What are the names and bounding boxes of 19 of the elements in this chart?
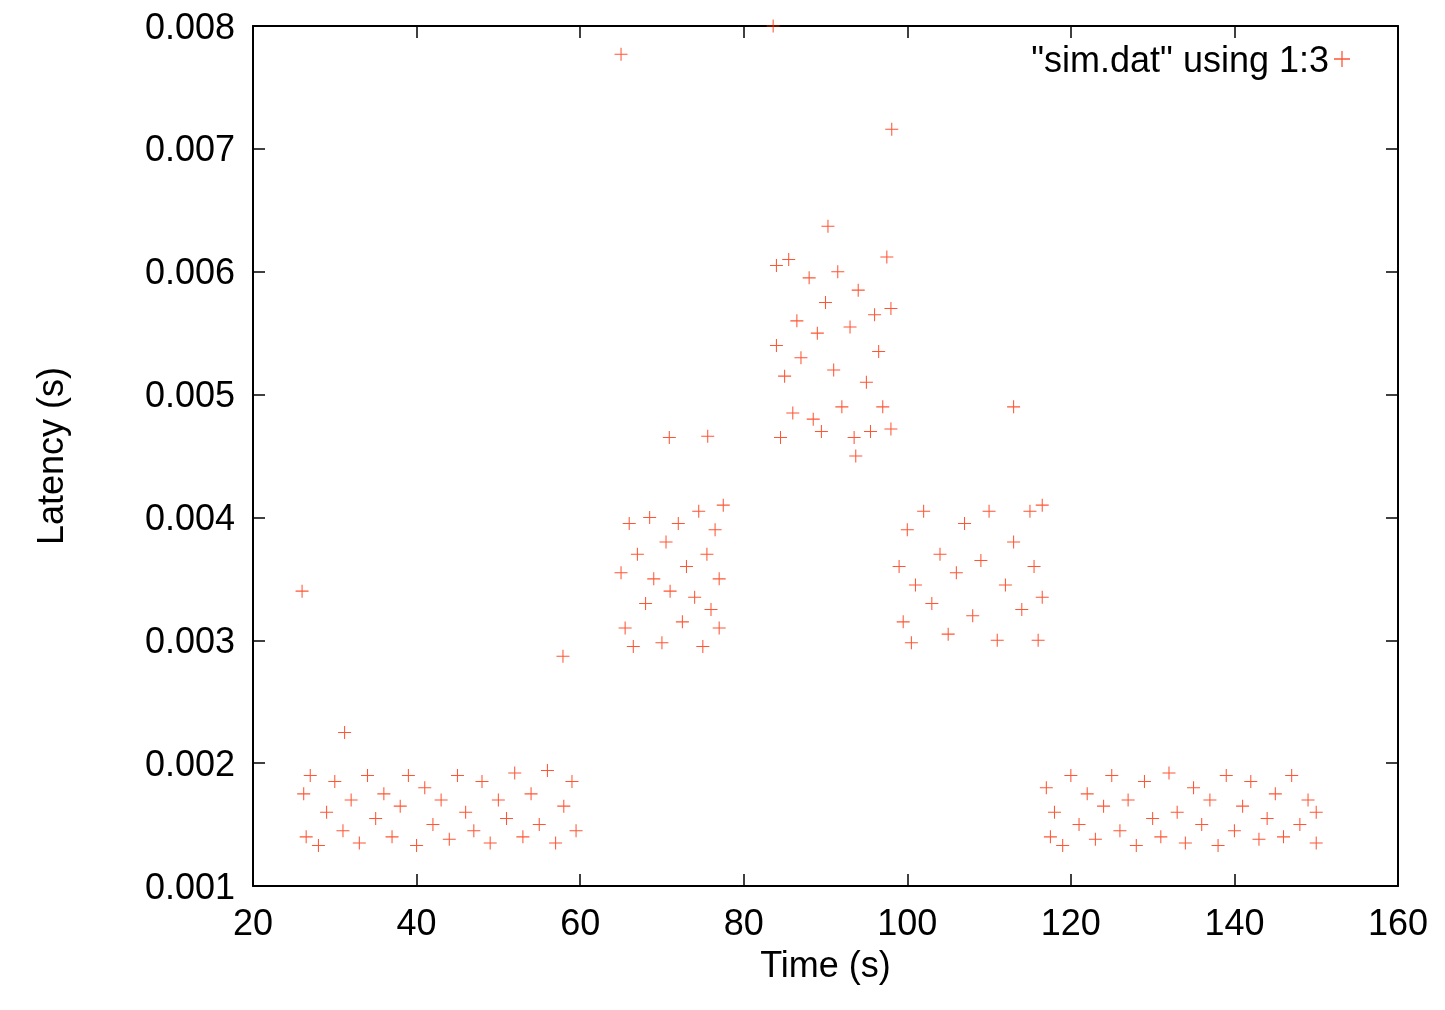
y-tick-label: 0.008 xyxy=(144,5,235,47)
x-tick-label: 40 xyxy=(396,901,437,943)
x-tick-label: 140 xyxy=(1204,901,1265,943)
y-tick-label: 0.003 xyxy=(144,619,235,661)
x-tick-label: 80 xyxy=(723,901,764,943)
legend-label: "sim.dat" using 1:3 xyxy=(1031,38,1329,80)
x-tick-label: 20 xyxy=(232,901,274,943)
y-tick-label: 0.005 xyxy=(144,374,235,416)
y-tick-label: 0.007 xyxy=(144,128,235,170)
x-tick-label: 120 xyxy=(1040,901,1101,943)
x-tick-label: 100 xyxy=(877,901,938,943)
y-tick-label: 0.006 xyxy=(144,251,235,293)
x-axis-title: Time (s) xyxy=(760,943,891,985)
y-tick-label: 0.002 xyxy=(144,742,235,784)
y-axis-title: Latency (s) xyxy=(29,366,71,546)
y-tick-label: 0.001 xyxy=(144,865,235,907)
x-tick-label: 60 xyxy=(560,901,601,943)
x-tick-label: 160 xyxy=(1367,901,1429,943)
y-tick-label: 0.004 xyxy=(144,496,235,538)
